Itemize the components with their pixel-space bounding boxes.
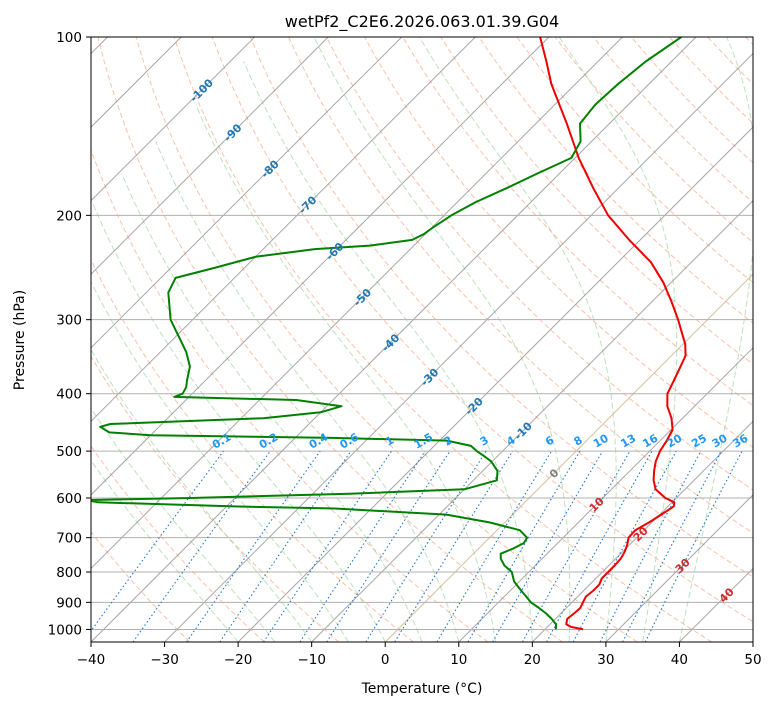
isotherm-line xyxy=(91,37,476,423)
x-tick-label: 30 xyxy=(597,652,614,668)
mixing-ratio-line xyxy=(394,450,514,642)
isotherm-line xyxy=(91,37,329,275)
isotherm-line xyxy=(531,420,753,642)
mixing-ratio-line xyxy=(644,450,743,642)
moist-adiabat-line xyxy=(195,104,497,642)
mixing-ratio-line xyxy=(91,450,224,632)
isotherm-line xyxy=(91,37,403,349)
moist-adiabat-line xyxy=(91,459,239,642)
moist-adiabat-line xyxy=(418,37,617,642)
dry-adiabat-line xyxy=(211,37,753,623)
isotherm-line xyxy=(164,52,753,642)
y-tick-label: 100 xyxy=(56,30,82,46)
y-axis-title: Pressure (hPa) xyxy=(12,290,28,390)
mixing-ratio-line xyxy=(522,450,631,642)
dry-adiabat-line xyxy=(249,37,753,578)
x-tick-label: 20 xyxy=(524,652,541,668)
y-tick-label: 700 xyxy=(56,531,82,547)
x-tick-label: −20 xyxy=(224,652,253,668)
y-tick-label: 500 xyxy=(56,444,82,460)
sounding-profiles xyxy=(91,37,687,631)
mixing-ratio-lines xyxy=(91,450,743,642)
x-tick-label: 40 xyxy=(671,652,688,668)
moist-adiabat-line xyxy=(121,173,423,642)
mixing-ratio-line xyxy=(186,450,321,642)
mixing-ratio-line xyxy=(299,450,426,642)
x-tick-label: 0 xyxy=(381,652,390,668)
dry-adiabat-line xyxy=(516,37,753,284)
isotherm-line xyxy=(91,37,550,496)
x-tick-label: −30 xyxy=(150,652,179,668)
axes: −40 −30 −20 −10 0 10 20 30 40 50 100 200 300 400 500 60… xyxy=(48,30,762,668)
isotherm-line xyxy=(237,126,753,642)
mixing-ratio-line xyxy=(132,450,271,642)
x-tick-label: −10 xyxy=(297,652,326,668)
temperature-profile-line xyxy=(539,37,687,631)
mixing-ratio-line xyxy=(546,450,653,642)
moist-adiabat-line xyxy=(91,201,386,642)
moist-adiabat-line xyxy=(91,280,349,642)
dry-adiabat-line xyxy=(326,37,753,491)
dry-adiabat-line xyxy=(91,148,489,642)
isotherm-line xyxy=(91,37,256,202)
chart-title: wetPf2_C2E6.2026.063.01.39.G04 xyxy=(285,12,559,32)
x-tick-label: −40 xyxy=(77,652,106,668)
y-tick-label: 900 xyxy=(56,595,82,611)
dry-adiabat-line xyxy=(91,355,340,642)
dry-adiabat-line xyxy=(478,37,753,324)
mixing-ratio-line xyxy=(572,450,677,642)
dry-adiabat-line xyxy=(91,445,265,642)
mixing-ratio-line xyxy=(219,450,352,642)
isotherm-line xyxy=(384,273,753,642)
y-tick-label: 600 xyxy=(56,491,82,507)
dry-adiabat-line xyxy=(135,37,638,642)
mixing-ratio-line xyxy=(263,450,392,642)
dry-adiabat-line xyxy=(97,37,563,642)
pressure-gridlines xyxy=(91,37,753,630)
moist-adiabat-line xyxy=(91,348,313,642)
mixing-ratio-line xyxy=(326,450,451,642)
x-axis-title: Temperature (°C) xyxy=(361,681,483,697)
isotherm-line xyxy=(311,199,753,642)
moist-adiabat-line xyxy=(313,37,571,642)
y-tick-label: 300 xyxy=(56,313,82,329)
y-tick-label: 200 xyxy=(56,208,82,224)
dry-adiabat-line xyxy=(402,37,753,407)
dry-adiabat-line xyxy=(91,531,191,642)
y-tick-label: 1000 xyxy=(48,622,82,638)
plot-frame xyxy=(90,36,754,643)
isotherm-line xyxy=(605,494,753,642)
isotherm-line xyxy=(91,37,697,642)
moist-adiabat-line xyxy=(678,37,753,642)
isotherm-line xyxy=(91,37,623,570)
y-tick-label: 800 xyxy=(56,565,82,581)
y-tick-label: 400 xyxy=(56,387,82,403)
dewpoint-profile-line xyxy=(91,37,682,630)
x-tick-label: 10 xyxy=(450,652,467,668)
isotherm-line xyxy=(458,347,753,642)
x-tick-label: 50 xyxy=(744,652,761,668)
